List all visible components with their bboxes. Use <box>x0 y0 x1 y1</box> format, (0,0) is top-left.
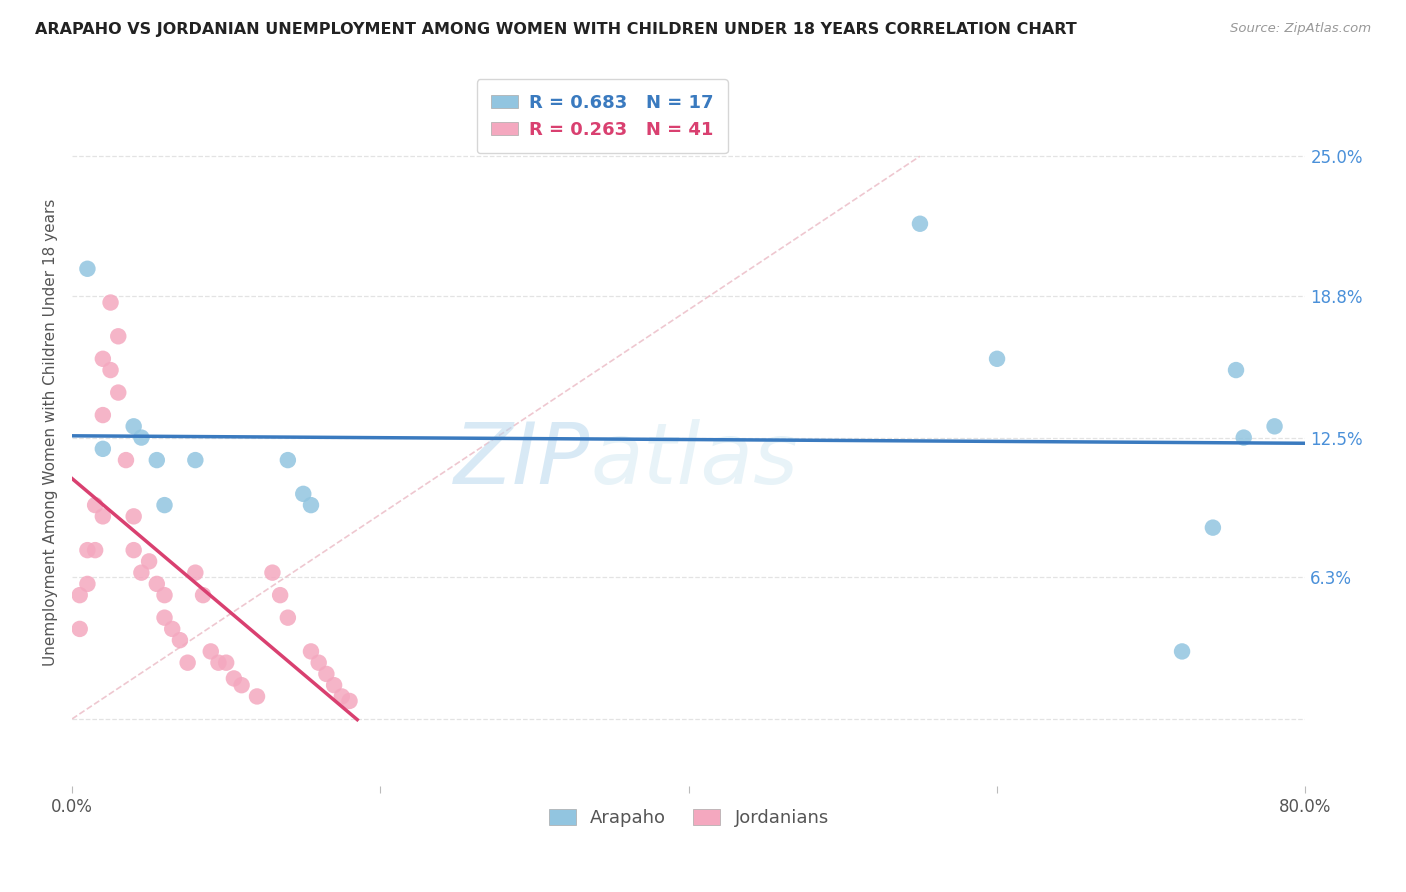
Point <box>184 566 207 580</box>
Point <box>269 588 291 602</box>
Point <box>1202 521 1225 535</box>
Point <box>153 610 176 624</box>
Point <box>153 498 176 512</box>
Point <box>191 588 214 602</box>
Point <box>107 329 129 343</box>
Text: ZIP: ZIP <box>454 419 591 502</box>
Point <box>69 622 91 636</box>
Point <box>315 667 337 681</box>
Point <box>84 498 107 512</box>
Point <box>153 588 176 602</box>
Point <box>76 577 98 591</box>
Point <box>292 487 315 501</box>
Point <box>215 656 238 670</box>
Point <box>91 351 114 366</box>
Point <box>138 554 160 568</box>
Point <box>299 644 322 658</box>
Point <box>122 543 145 558</box>
Point <box>1264 419 1286 434</box>
Point <box>100 363 122 377</box>
Text: Source: ZipAtlas.com: Source: ZipAtlas.com <box>1230 22 1371 36</box>
Point <box>169 633 191 648</box>
Point <box>308 656 330 670</box>
Point <box>986 351 1008 366</box>
Point <box>908 217 931 231</box>
Point <box>277 610 299 624</box>
Point <box>1225 363 1247 377</box>
Point <box>160 622 183 636</box>
Point <box>100 295 122 310</box>
Point <box>262 566 284 580</box>
Text: ARAPAHO VS JORDANIAN UNEMPLOYMENT AMONG WOMEN WITH CHILDREN UNDER 18 YEARS CORRE: ARAPAHO VS JORDANIAN UNEMPLOYMENT AMONG … <box>35 22 1077 37</box>
Point <box>231 678 253 692</box>
Point <box>277 453 299 467</box>
Point <box>246 690 269 704</box>
Point <box>1233 431 1256 445</box>
Point <box>91 408 114 422</box>
Point <box>339 694 361 708</box>
Point <box>91 509 114 524</box>
Point <box>91 442 114 456</box>
Point <box>122 419 145 434</box>
Point <box>323 678 346 692</box>
Point <box>131 566 153 580</box>
Point <box>207 656 229 670</box>
Y-axis label: Unemployment Among Women with Children Under 18 years: Unemployment Among Women with Children U… <box>44 198 58 665</box>
Point <box>1171 644 1194 658</box>
Point <box>122 509 145 524</box>
Point <box>84 543 107 558</box>
Legend: Arapaho, Jordanians: Arapaho, Jordanians <box>541 802 837 834</box>
Point <box>146 453 169 467</box>
Point <box>107 385 129 400</box>
Point <box>69 588 91 602</box>
Point <box>131 431 153 445</box>
Point <box>222 672 245 686</box>
Point <box>146 577 169 591</box>
Point <box>76 543 98 558</box>
Point <box>299 498 322 512</box>
Point <box>176 656 198 670</box>
Point <box>76 261 98 276</box>
Point <box>115 453 138 467</box>
Point <box>184 453 207 467</box>
Point <box>200 644 222 658</box>
Point <box>330 690 353 704</box>
Text: atlas: atlas <box>591 419 799 502</box>
